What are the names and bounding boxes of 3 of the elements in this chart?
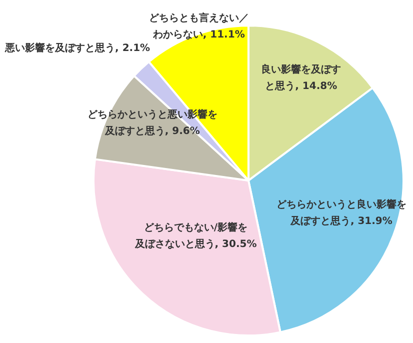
slice-label: どちらでもない/影響を及ぼさないと思う, 30.5% bbox=[134, 222, 257, 250]
slice-label: 悪い影響を及ぼすと思う, 2.1% bbox=[4, 42, 150, 54]
slice-label: 良い影響を及ぼすと思う, 14.8% bbox=[261, 63, 342, 92]
